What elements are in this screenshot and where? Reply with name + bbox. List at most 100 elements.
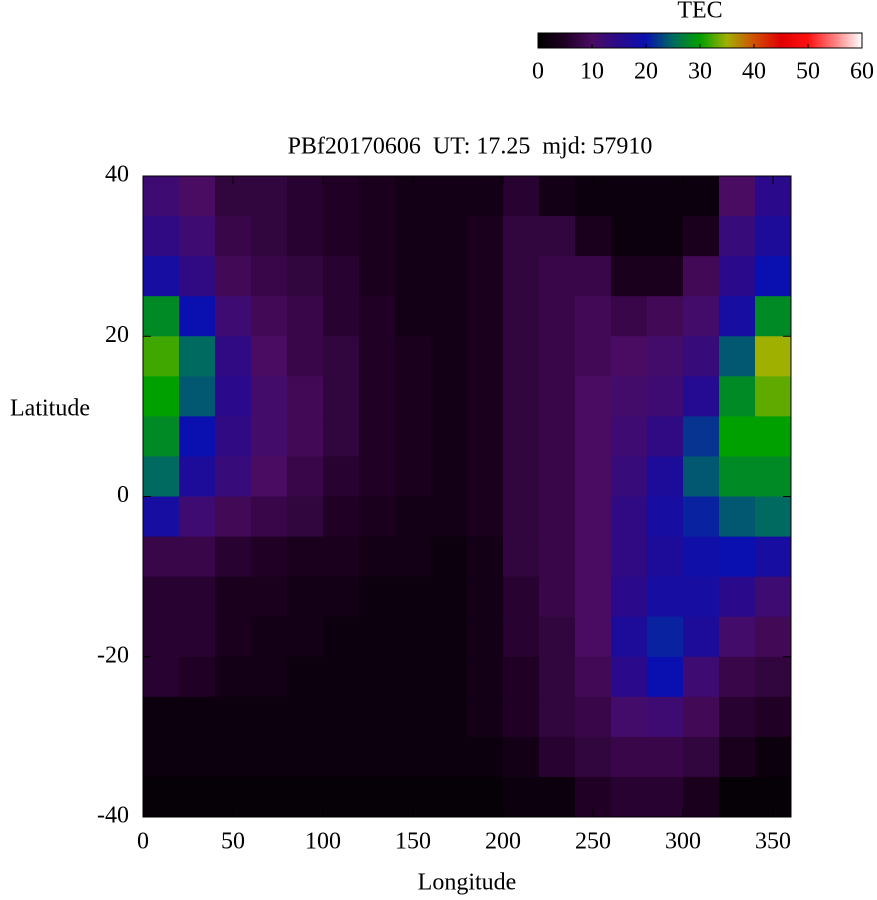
heatmap-cell [251, 456, 288, 497]
heatmap-cell [359, 376, 396, 417]
heatmap-cell [215, 216, 252, 257]
heatmap-cell [395, 296, 432, 337]
heatmap-cell [359, 336, 396, 377]
heatmap-cell [179, 536, 216, 578]
heatmap-cell [503, 776, 540, 818]
x-tick-label: 100 [305, 829, 341, 855]
heatmap-cell [179, 616, 216, 658]
heatmap-cell [611, 736, 648, 778]
heatmap-cell [647, 656, 684, 698]
x-tick-label: 300 [665, 829, 701, 855]
heatmap-cell [647, 536, 684, 578]
heatmap-cell [647, 456, 684, 497]
heatmap-cell [503, 176, 540, 217]
heatmap-cell [143, 736, 180, 778]
heatmap-cell [539, 656, 576, 698]
heatmap-cell [143, 576, 180, 618]
heatmap-cell [395, 656, 432, 698]
y-tick-label: 0 [117, 482, 129, 508]
heatmap-cell [755, 536, 792, 578]
heatmap-cell [143, 376, 180, 417]
heatmap-cell [251, 696, 288, 738]
heatmap-cell [755, 736, 792, 778]
heatmap-cell [323, 736, 360, 778]
heatmap-cell [503, 416, 540, 457]
heatmap-cell [287, 616, 324, 658]
heatmap-cell [683, 176, 720, 217]
heatmap-cell [143, 536, 180, 578]
heatmap-cell [431, 656, 468, 698]
heatmap-cell [647, 416, 684, 457]
heatmap-cell [179, 416, 216, 457]
heatmap-cell [575, 256, 612, 297]
heatmap-cell [719, 336, 756, 377]
heatmap-cell [359, 656, 396, 698]
heatmap-cell [215, 456, 252, 497]
heatmap-cell [251, 296, 288, 337]
heatmap-cell [467, 176, 504, 217]
heatmap-cell [719, 496, 756, 538]
heatmap-cell [467, 416, 504, 457]
heatmap-cell [683, 776, 720, 818]
heatmap-cell [359, 456, 396, 497]
heatmap-cell [611, 216, 648, 257]
heatmap-cell [539, 776, 576, 818]
heatmap-cell [755, 496, 792, 538]
heatmap-cell [431, 736, 468, 778]
heatmap-cell [683, 296, 720, 337]
heatmap-cell [323, 376, 360, 417]
heatmap-cell [539, 496, 576, 538]
heatmap-cell [431, 776, 468, 818]
heatmap-cell [611, 496, 648, 538]
heatmap-cell [431, 456, 468, 497]
heatmap-cell [467, 736, 504, 778]
heatmap-cell [647, 256, 684, 297]
heatmap-cell [647, 496, 684, 538]
heatmap-cell [467, 256, 504, 297]
heatmap-cell [719, 456, 756, 497]
heatmap-cell [539, 536, 576, 578]
heatmap-cell [359, 576, 396, 618]
heatmap-cell [719, 176, 756, 217]
heatmap-cell [359, 696, 396, 738]
heatmap-cell [359, 736, 396, 778]
heatmap-cell [323, 616, 360, 658]
heatmap-cell [719, 696, 756, 738]
heatmap-cell [467, 776, 504, 818]
heatmap-cell [539, 256, 576, 297]
heatmap-cell [143, 296, 180, 337]
heatmap-cell [467, 296, 504, 337]
heatmap-cell [143, 216, 180, 257]
heatmap-cell [215, 256, 252, 297]
heatmap-cell [683, 416, 720, 457]
x-tick-label: 350 [755, 829, 791, 855]
y-axis-label: Latitude [10, 396, 90, 422]
heatmap-cell [323, 656, 360, 698]
heatmap-cell [323, 416, 360, 457]
heatmap-cell [575, 656, 612, 698]
heatmap-cell [503, 616, 540, 658]
heatmap-cell [251, 536, 288, 578]
heatmap-cell [683, 496, 720, 538]
y-tick-label: 40 [105, 162, 129, 188]
heatmap-cell [215, 736, 252, 778]
heatmap-cell [251, 576, 288, 618]
colorbar-label: TEC [677, 0, 722, 24]
heatmap-cell [503, 456, 540, 497]
heatmap-cell [395, 376, 432, 417]
heatmap-cell [503, 496, 540, 538]
heatmap-cell [683, 256, 720, 297]
heatmap-cell [323, 296, 360, 337]
heatmap-cell [179, 776, 216, 818]
heatmap-cell [467, 536, 504, 578]
heatmap-cell [251, 376, 288, 417]
heatmap-cell [575, 416, 612, 457]
heatmap-cell [395, 736, 432, 778]
heatmap-cell [143, 416, 180, 457]
heatmap-cell [143, 776, 180, 818]
heatmap-cell [719, 296, 756, 337]
heatmap-cell [575, 496, 612, 538]
heatmap-cell [683, 216, 720, 257]
heatmap-cell [539, 456, 576, 497]
heatmap-cell [755, 216, 792, 257]
